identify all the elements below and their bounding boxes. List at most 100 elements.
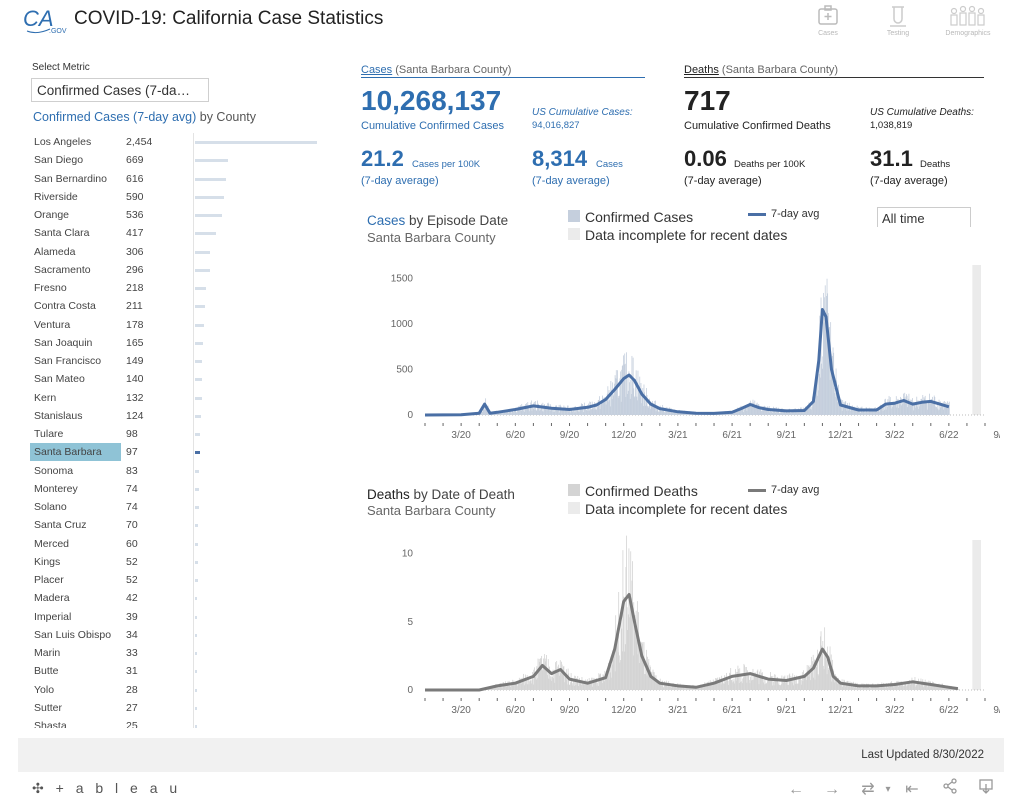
daily-bar (838, 403, 840, 415)
daily-bar (869, 409, 871, 415)
county-row[interactable]: Santa Barbara 97 (30, 443, 330, 462)
daily-bar (657, 679, 659, 690)
daily-bar (820, 631, 822, 690)
ca-gov-logo[interactable]: CA .GOV (22, 5, 68, 35)
tableau-logo[interactable]: ✣ + a b l e a u (32, 780, 181, 797)
daily-bar (516, 680, 518, 690)
daily-bar (550, 404, 552, 415)
daily-bar (661, 685, 662, 690)
county-row[interactable]: Santa Clara 417 (30, 224, 330, 242)
county-row[interactable]: Shasta 25 (30, 717, 330, 728)
daily-bar (883, 409, 885, 415)
daily-bar (616, 378, 618, 415)
county-bar (195, 633, 197, 637)
county-row[interactable]: Orange 536 (30, 206, 330, 224)
daily-bar (830, 668, 832, 690)
county-row[interactable]: San Francisco 149 (30, 352, 330, 370)
daily-bar (807, 408, 809, 415)
daily-bar (481, 411, 483, 415)
daily-bar (817, 673, 819, 690)
county-row[interactable]: Alameda 306 (30, 243, 330, 261)
county-row[interactable]: Kings 52 (30, 553, 330, 571)
county-row[interactable]: San Bernardino 616 (30, 170, 330, 188)
daily-bar (544, 404, 546, 415)
daily-bar (838, 679, 840, 690)
deaths-kpi-header[interactable]: Deaths (Santa Barbara County) (684, 64, 984, 78)
daily-bar (753, 406, 755, 415)
county-row[interactable]: Butte 31 (30, 662, 330, 680)
daily-bar (585, 682, 587, 690)
daily-bar (736, 671, 738, 690)
daily-bar (826, 659, 827, 690)
time-range-select[interactable]: All time (877, 207, 971, 227)
daily-bar (508, 409, 510, 415)
county-row[interactable]: Fresno 218 (30, 279, 330, 297)
county-row[interactable]: Contra Costa 211 (30, 297, 330, 315)
incomplete-data-band (972, 540, 981, 690)
county-row[interactable]: Imperial 39 (30, 608, 330, 626)
daily-bar (911, 677, 913, 690)
county-row[interactable]: Placer 52 (30, 571, 330, 589)
daily-bar (810, 409, 812, 415)
daily-bar (898, 407, 900, 415)
county-row[interactable]: San Mateo 140 (30, 370, 330, 388)
daily-bar (853, 684, 855, 690)
metric-select[interactable]: Confirmed Cases (7-da… (31, 78, 209, 102)
daily-bar (544, 654, 546, 690)
daily-bar (762, 672, 764, 690)
daily-bar (751, 680, 753, 690)
daily-bar (619, 378, 621, 415)
share-icon[interactable] (938, 778, 962, 802)
county-row[interactable]: Los Angeles 2,454 (30, 133, 330, 151)
daily-bar (515, 683, 517, 690)
county-row[interactable]: Riverside 590 (30, 188, 330, 206)
nav-testing[interactable]: Testing (868, 4, 928, 42)
daily-bar (894, 402, 895, 415)
county-row[interactable]: Ventura 178 (30, 316, 330, 334)
county-row[interactable]: Tulare 98 (30, 425, 330, 443)
daily-bar (782, 409, 784, 415)
county-row[interactable]: San Joaquin 165 (30, 334, 330, 352)
county-bar (195, 214, 222, 217)
cases-kpi-header[interactable]: Cases (Santa Barbara County) (361, 64, 645, 78)
county-list[interactable]: Los Angeles 2,454 San Diego 669 San Bernardi… (30, 133, 330, 728)
nav-demographics[interactable]: Demographics (938, 4, 998, 42)
nav-cases[interactable]: Cases (798, 4, 858, 42)
daily-bar (891, 684, 893, 690)
county-row[interactable]: Kern 132 (30, 389, 330, 407)
redo-icon[interactable]: → (824, 781, 840, 798)
daily-bar (827, 293, 829, 415)
daily-bar (776, 679, 777, 690)
county-row[interactable]: Santa Cruz 70 (30, 516, 330, 534)
daily-bar (671, 687, 673, 690)
daily-bar (829, 327, 830, 415)
revert-dropdown-icon[interactable]: ▾ (885, 784, 891, 795)
county-row[interactable]: Sonoma 83 (30, 462, 330, 480)
county-row[interactable]: Sacramento 296 (30, 261, 330, 279)
undo-icon[interactable]: ← (788, 781, 804, 798)
county-row[interactable]: Solano 74 (30, 498, 330, 516)
daily-bar (874, 685, 876, 690)
county-row[interactable]: San Diego 669 (30, 151, 330, 169)
county-row[interactable]: Sutter 27 (30, 699, 330, 717)
daily-bar (597, 400, 599, 415)
county-row[interactable]: Merced 60 (30, 535, 330, 553)
county-row[interactable]: Madera 42 (30, 589, 330, 607)
county-row[interactable]: Stanislaus 124 (30, 407, 330, 425)
county-row[interactable]: San Luis Obispo 34 (30, 626, 330, 644)
daily-bar (716, 679, 718, 690)
daily-bar (887, 685, 889, 690)
county-row[interactable]: Marin 33 (30, 644, 330, 662)
daily-bar (745, 407, 747, 415)
daily-bar (733, 413, 735, 415)
daily-bar (623, 597, 625, 690)
county-row[interactable]: Monterey 74 (30, 480, 330, 498)
daily-bar (744, 667, 746, 690)
daily-bar (813, 399, 815, 415)
revert-icon[interactable]: ⇄ (861, 781, 875, 798)
daily-bar (942, 401, 944, 415)
county-row[interactable]: Yolo 28 (30, 681, 330, 699)
download-icon[interactable] (974, 778, 998, 802)
reset-icon[interactable]: ⇤ (905, 781, 919, 798)
daily-bar (606, 396, 608, 415)
